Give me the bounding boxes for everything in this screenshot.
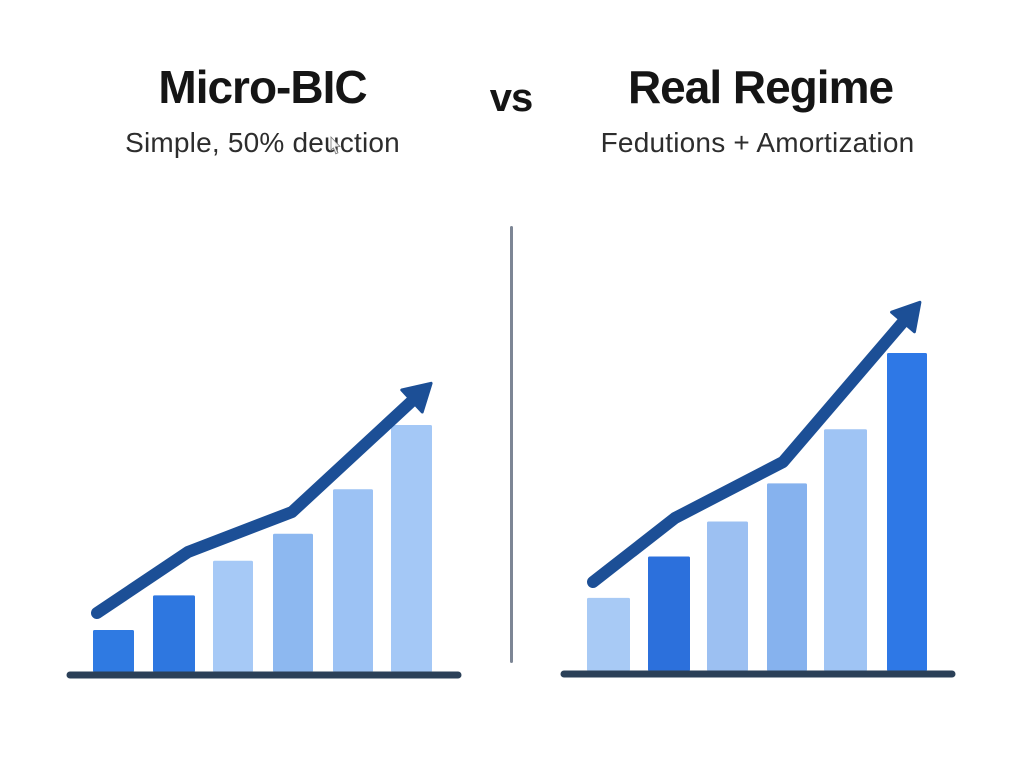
trend-arrow-icon — [400, 381, 433, 414]
bar-2 — [648, 556, 690, 671]
bar-6 — [887, 353, 927, 671]
bar-3 — [707, 521, 748, 671]
trend-arrow-shaft — [587, 316, 909, 588]
right-panel-title: Real Regime — [627, 61, 894, 113]
left-panel-subtitle: Simple, 50% deuction — [125, 127, 400, 158]
right-panel-subtitle: Fedutions + Amortization — [600, 127, 915, 158]
real-regime-bar-chart — [545, 290, 975, 685]
bar-1 — [587, 597, 630, 671]
bar-4 — [273, 533, 313, 672]
vs-label: vs — [489, 76, 534, 120]
micro-bic-growth-svg — [66, 381, 462, 679]
bar-5 — [824, 429, 867, 671]
left-panel-title: Micro-BIC — [158, 61, 367, 113]
micro-bic-bar-chart — [60, 365, 480, 685]
trend-arrow-shaft — [91, 395, 418, 619]
bar-5 — [333, 489, 373, 672]
panel-divider — [510, 226, 513, 663]
bar-6 — [391, 425, 432, 672]
trend-arrow-icon — [890, 300, 922, 334]
bar-3 — [213, 560, 253, 672]
cursor-artifact-icon — [330, 136, 341, 155]
bar-1 — [93, 630, 134, 672]
real-regime-growth-svg — [560, 300, 956, 678]
bar-4 — [767, 483, 807, 671]
bar-2 — [153, 595, 195, 672]
